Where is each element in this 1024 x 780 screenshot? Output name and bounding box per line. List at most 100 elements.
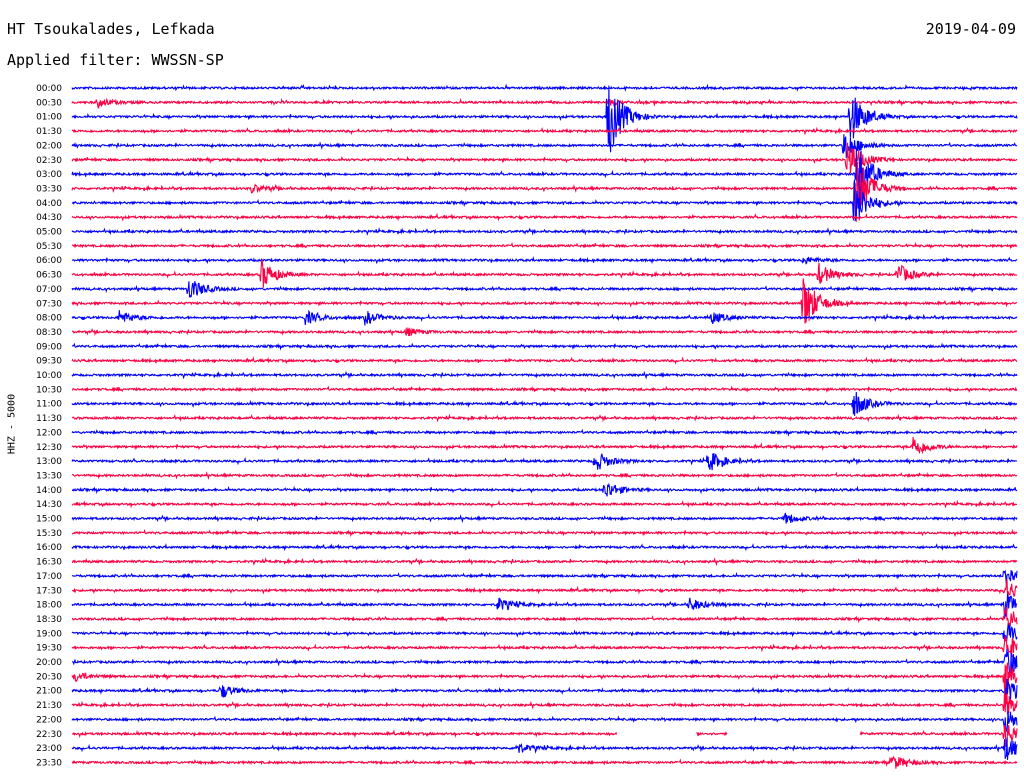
time-tick-label: 14:30 [36, 500, 62, 510]
trace-row [71, 161, 1018, 222]
trace-row [71, 370, 1018, 380]
trace-row [71, 256, 1018, 265]
time-tick-label: 11:30 [36, 414, 62, 424]
trace-row [71, 605, 1018, 628]
time-tick-label: 22:00 [36, 715, 62, 725]
trace-row [71, 453, 1018, 471]
trace-row [71, 482, 1018, 497]
trace-row [71, 648, 1018, 679]
time-tick-label: 15:30 [36, 529, 62, 539]
trace-row [71, 83, 1018, 93]
trace-row [71, 309, 1018, 326]
time-tick-label: 21:00 [36, 687, 62, 697]
time-tick-labels: 00:00 00:30 01:00 01:30 02:00 02:30 03:00 03:30… [36, 84, 62, 768]
trace-row [72, 342, 1018, 351]
time-tick-label: 18:00 [36, 601, 62, 611]
time-tick-label: 14:00 [36, 486, 62, 496]
record-date: 2019-04-09 [925, 20, 1016, 38]
time-tick-label: 04:30 [36, 213, 62, 223]
trace-row [71, 97, 1018, 110]
trace-row [71, 678, 1018, 700]
time-tick-label: 11:00 [36, 400, 62, 410]
trace-row [71, 499, 1017, 509]
trace-row [71, 134, 1018, 158]
time-tick-label: 12:30 [36, 443, 62, 453]
time-tick-label: 08:30 [36, 328, 62, 338]
time-tick-label: 19:00 [36, 629, 62, 639]
trace-row [71, 512, 1018, 524]
trace-row [71, 212, 1018, 222]
time-tick-label: 02:00 [36, 141, 62, 151]
trace-row [71, 737, 1018, 760]
trace-row [72, 569, 1018, 586]
time-tick-label: 16:30 [36, 558, 62, 568]
time-tick-label: 09:00 [36, 342, 62, 352]
trace-row [71, 471, 1018, 480]
time-tick-label: 18:30 [36, 615, 62, 625]
trace-row [71, 622, 1018, 643]
trace-row [71, 241, 1018, 250]
time-tick-label: 20:30 [36, 672, 62, 682]
time-tick-label: 17:30 [36, 586, 62, 596]
time-tick-label: 01:00 [36, 113, 62, 123]
trace-row [71, 428, 1017, 437]
trace-row [71, 528, 1018, 538]
trace-row [71, 126, 1018, 136]
time-tick-label: 15:00 [36, 515, 62, 525]
time-tick-label: 09:30 [36, 357, 62, 367]
time-tick-label: 12:00 [36, 428, 62, 438]
time-tick-label: 07:00 [36, 285, 62, 295]
trace-row [71, 635, 1018, 658]
time-tick-label: 05:30 [36, 242, 62, 252]
trace-row [71, 543, 1018, 552]
time-tick-label: 10:00 [36, 371, 62, 381]
trace-row [71, 391, 1018, 416]
filter-label: Applied filter: WWSSN-SP [7, 51, 224, 69]
time-tick-label: 03:00 [36, 170, 62, 180]
trace-row [71, 280, 1018, 298]
seismic-traces [71, 83, 1018, 769]
time-tick-label: 05:00 [36, 228, 62, 238]
trace-row [71, 437, 1018, 455]
time-tick-label: 06:30 [36, 271, 62, 281]
trace-row [71, 278, 1018, 324]
trace-row [71, 557, 1018, 567]
time-tick-label: 06:00 [36, 256, 62, 266]
time-tick-label: 23:00 [36, 744, 62, 754]
trace-row [71, 690, 1018, 715]
station-title: HT Tsoukalades, Lefkada [7, 20, 215, 38]
time-tick-label: 01:30 [36, 127, 62, 137]
trace-row [71, 179, 1018, 222]
trace-row [71, 142, 1018, 174]
trace-row [71, 662, 1018, 691]
trace-row [71, 85, 1018, 153]
time-tick-label: 07:30 [36, 299, 62, 309]
trace-row [71, 259, 1018, 288]
trace-row [71, 356, 1018, 365]
time-tick-label: 13:00 [36, 457, 62, 467]
time-tick-label: 23:30 [36, 758, 62, 768]
time-tick-label: 00:00 [36, 84, 62, 94]
trace-row [71, 149, 1018, 193]
trace-row [72, 724, 1018, 747]
trace-row [71, 711, 1018, 732]
time-tick-label: 17:00 [36, 572, 62, 582]
time-tick-label: 00:30 [36, 98, 62, 108]
time-tick-label: 04:00 [36, 199, 62, 209]
time-tick-label: 16:00 [36, 543, 62, 553]
time-tick-label: 10:30 [36, 385, 62, 395]
time-tick-label: 02:30 [36, 156, 62, 166]
trace-row [71, 593, 1018, 619]
time-tick-label: 19:30 [36, 644, 62, 654]
trace-row [71, 227, 1018, 237]
time-tick-label: 08:00 [36, 314, 62, 324]
time-tick-label: 13:30 [36, 471, 62, 481]
trace-row [71, 755, 1018, 769]
time-tick-label: 21:30 [36, 701, 62, 711]
time-tick-label: 22:30 [36, 730, 62, 740]
time-tick-label: 20:00 [36, 658, 62, 668]
trace-row [71, 578, 1018, 597]
trace-row [72, 385, 1018, 393]
time-tick-label: 03:30 [36, 184, 62, 194]
